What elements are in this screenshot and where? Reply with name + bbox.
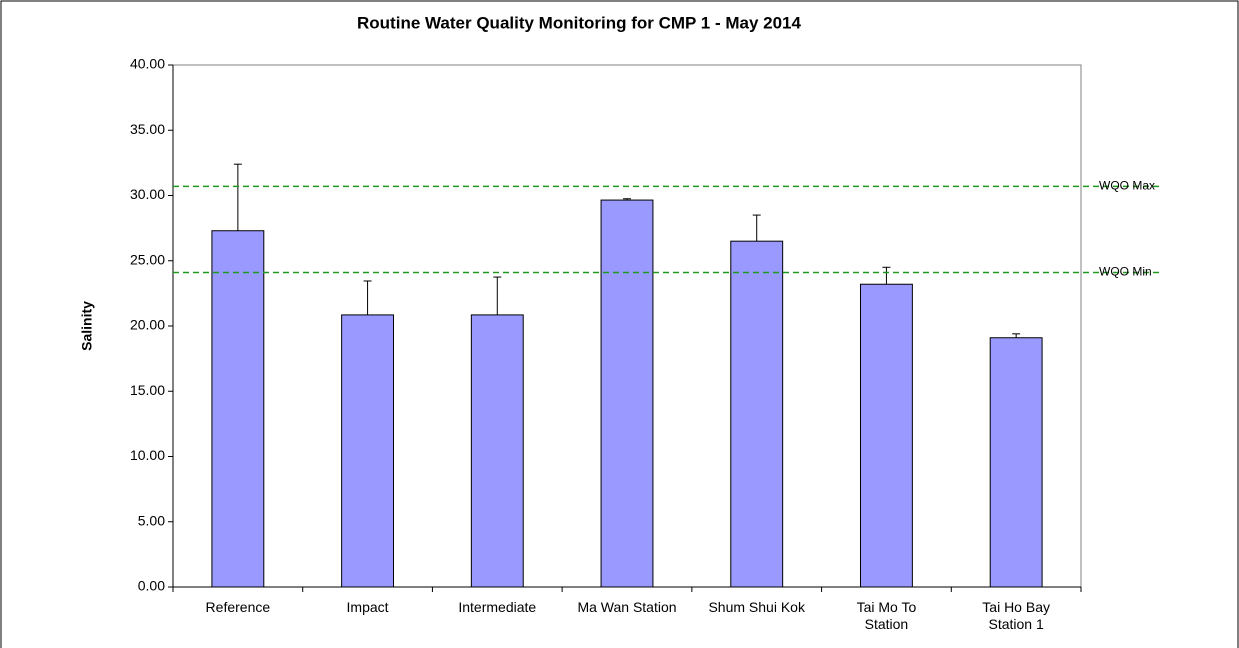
y-tick-label: 5.00 <box>138 512 165 528</box>
bar <box>859 283 913 588</box>
bar <box>989 337 1043 588</box>
x-tick-label: Intermediate <box>458 599 537 615</box>
x-tick-label: Shum Shui Kok <box>708 599 805 615</box>
bar <box>600 199 654 588</box>
y-axis-title: Salinity <box>79 301 95 351</box>
x-tick-label: Tai Ho Bay Station 1 <box>982 599 1050 632</box>
bar <box>470 314 524 588</box>
y-tick-label: 40.00 <box>130 56 165 72</box>
x-tick-label: Ma Wan Station <box>577 599 677 615</box>
y-tick-label: 15.00 <box>130 382 165 398</box>
x-tick-label: Reference <box>205 599 271 615</box>
y-tick-label: 25.00 <box>130 251 165 267</box>
y-tick-label: 10.00 <box>130 447 165 463</box>
x-tick-label: Impact <box>346 599 389 615</box>
bar <box>211 230 265 588</box>
chart-title: Routine Water Quality Monitoring for CMP… <box>357 13 801 32</box>
y-tick-label: 30.00 <box>130 186 165 202</box>
y-tick-label: 20.00 <box>130 317 165 333</box>
y-tick-label: 35.00 <box>130 121 165 137</box>
x-tick-label: Tai Mo To Station <box>856 599 917 632</box>
bar <box>341 314 395 588</box>
bar <box>730 240 784 588</box>
reference-label: WQO Max <box>1099 179 1155 193</box>
reference-label: WQO Min <box>1099 265 1152 279</box>
y-tick-label: 0.00 <box>138 578 165 594</box>
